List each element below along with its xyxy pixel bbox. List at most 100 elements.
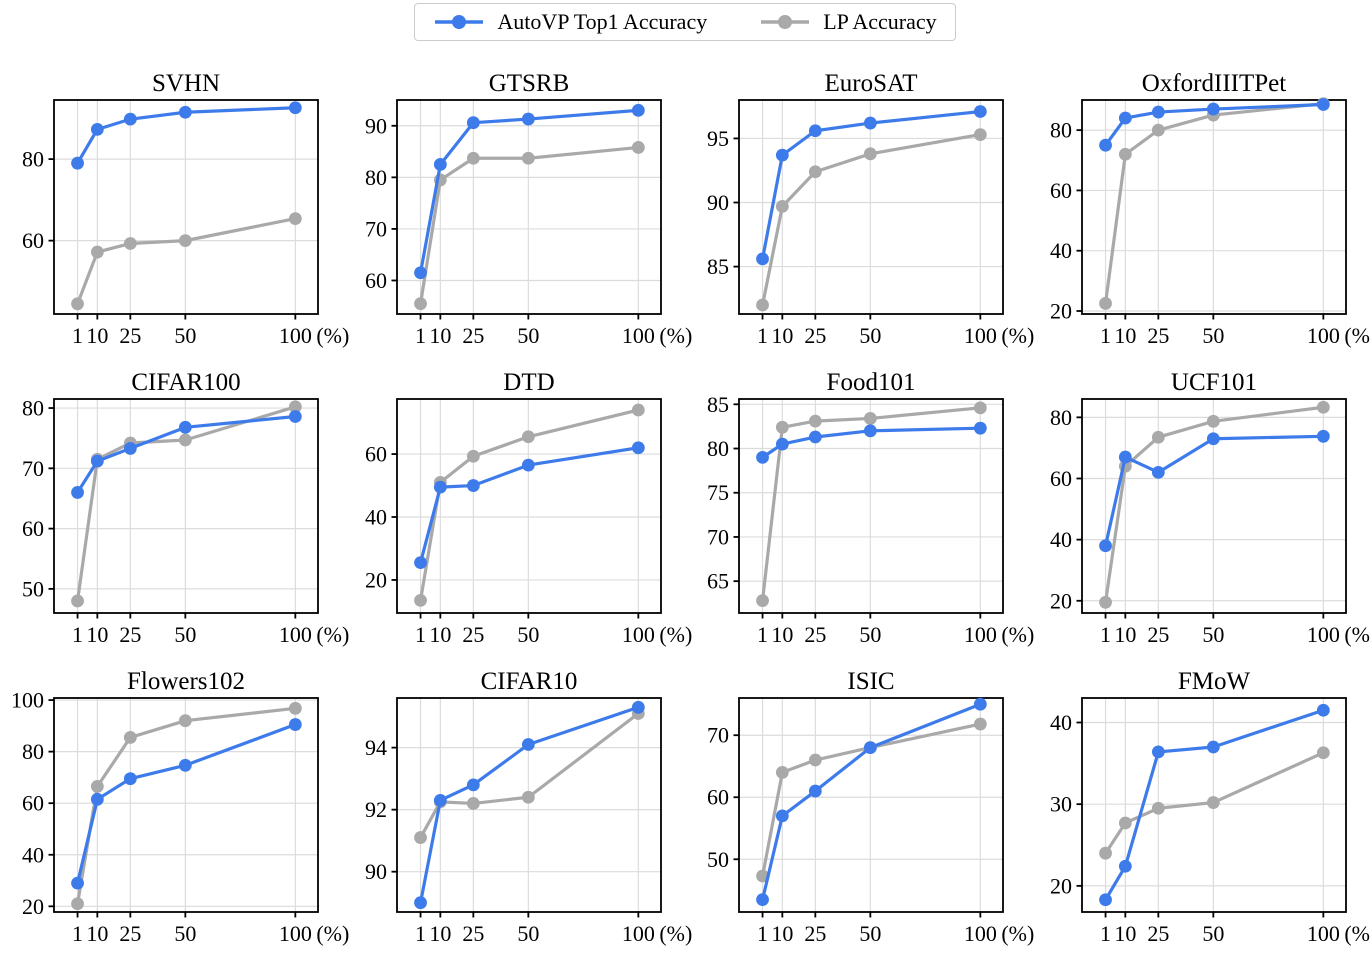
y-tick-label: 80 bbox=[22, 147, 44, 172]
y-tick-label: 60 bbox=[365, 442, 387, 467]
y-tick-label: 20 bbox=[365, 567, 387, 592]
series-autovp bbox=[1098, 703, 1330, 907]
y-tick-label: 85 bbox=[707, 392, 729, 417]
x-tick-label: 10 bbox=[429, 323, 451, 348]
data-point-lp bbox=[863, 147, 877, 161]
data-point-autovp bbox=[433, 480, 447, 494]
x-tick-label: 10 bbox=[1114, 323, 1136, 348]
data-point-lp bbox=[1316, 400, 1330, 414]
x-tick-label: 100 bbox=[1306, 921, 1339, 946]
subplot-cifar100: 1 10 25 50 100 (%) 50 60 70 80 CIFAR100 bbox=[0, 356, 349, 655]
data-point-autovp bbox=[433, 793, 447, 807]
x-tick-label: 10 bbox=[771, 323, 793, 348]
data-point-autovp bbox=[178, 105, 192, 119]
data-point-lp bbox=[178, 234, 192, 248]
chart-dtd: 1 10 25 50 100 (%) 20 40 60 DTD bbox=[365, 369, 692, 647]
data-point-autovp bbox=[1098, 893, 1112, 907]
y-tick-label: 40 bbox=[1050, 238, 1072, 263]
y-tick-label: 60 bbox=[707, 785, 729, 810]
x-tick-label: 1 bbox=[415, 921, 426, 946]
data-point-autovp bbox=[631, 441, 645, 455]
series-lp bbox=[413, 141, 645, 311]
chart-cifar100: 1 10 25 50 100 (%) 50 60 70 80 CIFAR100 bbox=[22, 369, 349, 647]
data-point-autovp bbox=[413, 556, 427, 570]
x-tick-label: 50 bbox=[517, 921, 539, 946]
x-tick-label: 50 bbox=[1202, 921, 1224, 946]
subplot-cifar10: 1 10 25 50 100 (%) 90 92 94 CIFAR10 bbox=[343, 655, 692, 954]
y-tick-label: 94 bbox=[365, 735, 387, 760]
chart-title: CIFAR100 bbox=[131, 369, 240, 396]
data-point-lp bbox=[756, 594, 769, 608]
data-point-lp bbox=[973, 128, 987, 141]
data-point-autovp bbox=[1151, 745, 1165, 759]
autovp-line-marker-icon bbox=[435, 15, 484, 29]
data-point-lp bbox=[775, 420, 789, 434]
series-lp bbox=[413, 403, 645, 607]
x-tick-label: 50 bbox=[859, 921, 881, 946]
x-tick-label: 100 bbox=[964, 622, 997, 647]
x-tick-label: 10 bbox=[429, 921, 451, 946]
x-tick-label: 100 bbox=[621, 323, 654, 348]
series-autovp bbox=[413, 700, 645, 910]
subplot-fmow: 110 25 50 100(%) 20 30 40 FMoW bbox=[1028, 655, 1370, 954]
data-point-lp bbox=[521, 790, 535, 804]
chart-title: CIFAR10 bbox=[480, 668, 577, 695]
subplot-eurosat: 1 10 25 50 100 (%) 85 90 95 EuroSAT bbox=[685, 57, 1034, 356]
y-tick-label: 20 bbox=[22, 894, 44, 919]
data-point-autovp bbox=[413, 266, 427, 280]
series-autovp bbox=[413, 103, 645, 280]
data-point-autovp bbox=[631, 700, 645, 714]
y-tick-label: 20 bbox=[1050, 588, 1072, 613]
subplot-ucf101: 110 25 50 100(%) 20 40 60 80 UCF101 bbox=[1028, 356, 1370, 655]
x-tick-label: 50 bbox=[517, 323, 539, 348]
chart-title: EuroSAT bbox=[824, 70, 917, 97]
data-point-lp bbox=[1118, 816, 1132, 830]
data-point-lp bbox=[466, 797, 480, 810]
x-tick-label: 100 bbox=[621, 622, 654, 647]
data-point-autovp bbox=[288, 410, 302, 423]
x-tick-label: 50 bbox=[174, 323, 196, 348]
data-point-autovp bbox=[521, 112, 535, 126]
y-tick-label: 20 bbox=[1050, 298, 1072, 323]
x-tick-label: 1 bbox=[1100, 921, 1111, 946]
x-tick-label: 1 bbox=[1100, 323, 1111, 348]
data-point-autovp bbox=[1151, 105, 1165, 119]
data-point-autovp bbox=[521, 738, 535, 751]
data-point-autovp bbox=[288, 101, 302, 115]
data-point-autovp bbox=[466, 116, 480, 130]
x-axis-unit-label: (%) bbox=[659, 323, 692, 348]
y-tick-label: 80 bbox=[22, 396, 44, 421]
data-point-autovp bbox=[90, 454, 104, 468]
chart-gtsrb: 1 10 25 50 100 (%) 60 70 80 90 GTSRB bbox=[365, 70, 692, 348]
data-point-autovp bbox=[123, 772, 137, 786]
x-tick-label: 25 bbox=[1147, 921, 1169, 946]
series-autovp bbox=[1098, 98, 1330, 152]
x-tick-label: 25 bbox=[1147, 323, 1169, 348]
x-tick-label: 10 bbox=[1114, 921, 1136, 946]
x-tick-label: 25 bbox=[804, 323, 826, 348]
data-point-autovp bbox=[71, 876, 84, 890]
data-point-autovp bbox=[808, 124, 822, 138]
x-tick-label: 100 bbox=[964, 323, 997, 348]
x-tick-label: 100 bbox=[279, 323, 312, 348]
y-tick-label: 60 bbox=[22, 791, 44, 816]
data-point-autovp bbox=[775, 437, 789, 451]
series-line-lp bbox=[418, 711, 640, 840]
data-point-autovp bbox=[1206, 432, 1220, 446]
y-tick-label: 90 bbox=[365, 113, 387, 138]
y-tick-label: 60 bbox=[1050, 178, 1072, 203]
x-axis-unit-label: (%) bbox=[1344, 323, 1370, 348]
x-tick-label: 1 bbox=[757, 921, 768, 946]
chart-title: FMoW bbox=[1177, 668, 1250, 695]
y-tick-label: 80 bbox=[365, 165, 387, 190]
y-tick-label: 40 bbox=[365, 505, 387, 530]
data-point-lp bbox=[1098, 846, 1112, 860]
x-tick-label: 50 bbox=[174, 921, 196, 946]
data-point-lp bbox=[973, 401, 987, 415]
legend-item-autovp: AutoVP Top1 Accuracy bbox=[433, 9, 707, 35]
y-tick-label: 70 bbox=[22, 456, 44, 481]
y-tick-label: 50 bbox=[22, 576, 44, 601]
series-lp bbox=[756, 401, 987, 608]
x-tick-label: 25 bbox=[462, 921, 484, 946]
data-point-autovp bbox=[1151, 465, 1165, 479]
